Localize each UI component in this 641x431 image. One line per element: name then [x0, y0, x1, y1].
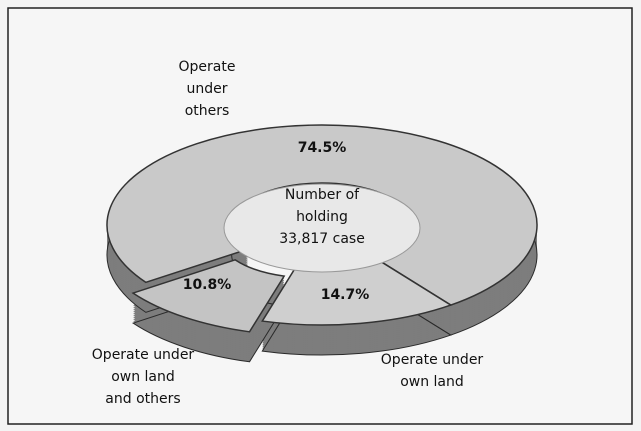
value-label: 10.8%: [183, 277, 232, 293]
category-label: Operate under: [92, 347, 195, 363]
slice: [131, 259, 286, 333]
category-label: under: [186, 81, 227, 97]
category-label: own land: [400, 374, 464, 390]
category-label: own land: [111, 369, 175, 385]
slice: [106, 124, 538, 306]
category-label: others: [185, 103, 230, 119]
category-label: Operate under: [381, 352, 484, 368]
category-label: and others: [105, 391, 180, 407]
center-label: 33,817 case: [279, 231, 365, 247]
center-label: holding: [296, 209, 348, 225]
value-label: 74.5%: [298, 140, 347, 156]
center-label: Number of: [285, 187, 360, 203]
center-disc: [223, 183, 421, 273]
category-label: Operate: [179, 59, 236, 75]
value-label: 14.7%: [321, 287, 370, 303]
